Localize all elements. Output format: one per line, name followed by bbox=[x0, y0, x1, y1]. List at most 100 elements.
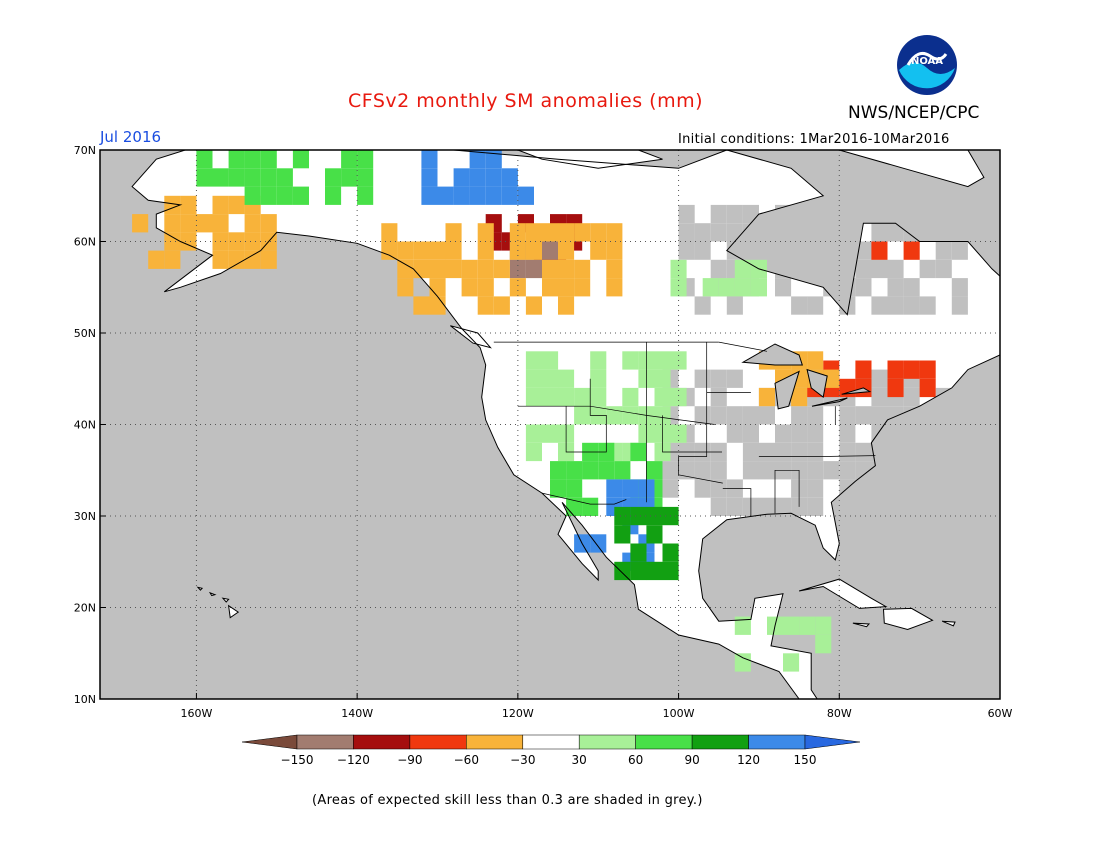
anomaly-cell bbox=[951, 442, 968, 462]
anomaly-cell bbox=[397, 241, 414, 260]
admin-border bbox=[758, 455, 876, 457]
anomaly-cell bbox=[550, 479, 567, 498]
lake-erie bbox=[811, 397, 848, 407]
anomaly-cell bbox=[807, 406, 824, 425]
anomaly-cell bbox=[791, 424, 808, 443]
anomaly-cell bbox=[887, 223, 904, 242]
anomaly-cell bbox=[823, 461, 840, 480]
anomaly-cell bbox=[341, 168, 358, 187]
anomaly-cell bbox=[783, 616, 800, 635]
anomaly-cell bbox=[493, 259, 510, 279]
anomaly-cell bbox=[212, 195, 229, 215]
anomaly-cell bbox=[525, 351, 542, 370]
anomaly-cell bbox=[164, 232, 181, 251]
anomaly-cell bbox=[775, 497, 792, 516]
anomaly-cell bbox=[839, 406, 856, 425]
anomaly-cell bbox=[710, 479, 727, 498]
noaa-logo: NOAA bbox=[896, 34, 958, 96]
anomaly-cell bbox=[718, 278, 735, 297]
anomaly-cell bbox=[903, 223, 920, 242]
anomaly-cell bbox=[726, 241, 743, 260]
lon-tick-label: 60W bbox=[988, 707, 1013, 720]
anomaly-cell bbox=[566, 479, 583, 498]
anomaly-cell bbox=[758, 387, 775, 407]
anomaly-cell bbox=[951, 241, 968, 260]
forecast-month: Jul 2016 bbox=[100, 128, 162, 146]
anomaly-cell bbox=[180, 195, 197, 215]
anomaly-cell bbox=[622, 387, 639, 407]
anomaly-cell bbox=[525, 296, 542, 315]
anomaly-cell bbox=[694, 406, 711, 425]
anomaly-cell bbox=[590, 223, 607, 242]
baffin-island-coastline bbox=[742, 150, 985, 188]
lon-tick-label: 140W bbox=[341, 707, 373, 720]
anomaly-cell bbox=[823, 204, 840, 224]
anomaly-cell bbox=[807, 442, 824, 462]
anomaly-cell bbox=[807, 204, 824, 224]
anomaly-cell bbox=[919, 424, 936, 443]
anomaly-cell bbox=[871, 442, 888, 462]
anomaly-cell bbox=[935, 497, 952, 516]
anomaly-cell bbox=[606, 259, 623, 279]
colorbar-bin bbox=[691, 734, 749, 750]
anomaly-cell bbox=[903, 387, 920, 407]
anomaly-cell bbox=[887, 378, 904, 398]
anomaly-cell bbox=[558, 278, 575, 297]
newfoundland-land bbox=[1008, 335, 1058, 361]
anomaly-cell bbox=[622, 406, 639, 425]
anomaly-cell bbox=[775, 223, 792, 242]
colorbar-bin bbox=[409, 734, 467, 750]
anomaly-cell bbox=[164, 214, 181, 233]
anomaly-cell bbox=[742, 223, 759, 242]
anomaly-cell bbox=[807, 479, 824, 498]
lon-tick-label: 120W bbox=[502, 707, 534, 720]
anomaly-cell bbox=[855, 278, 872, 297]
anomaly-cell bbox=[871, 296, 888, 315]
anomaly-cell bbox=[710, 497, 727, 516]
anomaly-cell bbox=[791, 406, 808, 425]
anomaly-cell bbox=[726, 296, 743, 315]
anomaly-cell bbox=[903, 296, 920, 315]
anomaly-cell bbox=[807, 424, 824, 443]
hawaii-maui-coastline bbox=[221, 597, 230, 603]
lat-tick-label: 50N bbox=[74, 327, 96, 340]
anomaly-cell bbox=[228, 168, 245, 187]
lat-tick-label: 60N bbox=[74, 236, 96, 249]
anomaly-cell bbox=[775, 259, 792, 279]
anomaly-cell bbox=[807, 497, 824, 516]
anomaly-cell bbox=[871, 406, 888, 425]
anomaly-cell bbox=[799, 616, 816, 635]
anomaly-cell bbox=[935, 461, 952, 480]
noaa-logo-text: NOAA bbox=[911, 56, 943, 67]
admin-border bbox=[662, 415, 722, 453]
lake-huron bbox=[806, 368, 828, 398]
anomaly-cell bbox=[967, 479, 984, 498]
anomaly-cell bbox=[180, 232, 197, 251]
anomaly-cell bbox=[542, 223, 559, 242]
anomaly-cell bbox=[678, 204, 695, 224]
anomaly-cell bbox=[678, 241, 695, 260]
anomaly-cell bbox=[421, 186, 438, 205]
colorbar: −150 −120 −90 −60 −30 30 60 90 120 150 bbox=[241, 734, 861, 767]
anomaly-cell bbox=[775, 278, 792, 297]
anomaly-cell bbox=[196, 168, 213, 187]
anomaly-cell bbox=[582, 461, 599, 480]
anomaly-cell bbox=[654, 351, 671, 370]
anomaly-cell bbox=[983, 406, 1000, 425]
baffin-island-land bbox=[742, 150, 984, 187]
anomaly-cell bbox=[758, 497, 775, 516]
colorbar-label: 90 bbox=[684, 753, 699, 767]
anomaly-cell bbox=[606, 278, 623, 297]
anomaly-cell bbox=[935, 442, 952, 462]
noaa-emblem-icon: NOAA bbox=[897, 35, 957, 95]
colorbar-high-arrow bbox=[804, 734, 861, 750]
anomaly-cell bbox=[509, 223, 526, 242]
anomaly-cell bbox=[590, 387, 607, 407]
anomaly-cell bbox=[276, 168, 293, 187]
anomaly-cell bbox=[903, 424, 920, 443]
anomaly-cell bbox=[525, 424, 542, 443]
anomaly-cell bbox=[887, 442, 904, 462]
anomaly-cell bbox=[807, 296, 824, 315]
anomaly-cell bbox=[180, 214, 197, 233]
anomaly-cell bbox=[542, 351, 559, 370]
